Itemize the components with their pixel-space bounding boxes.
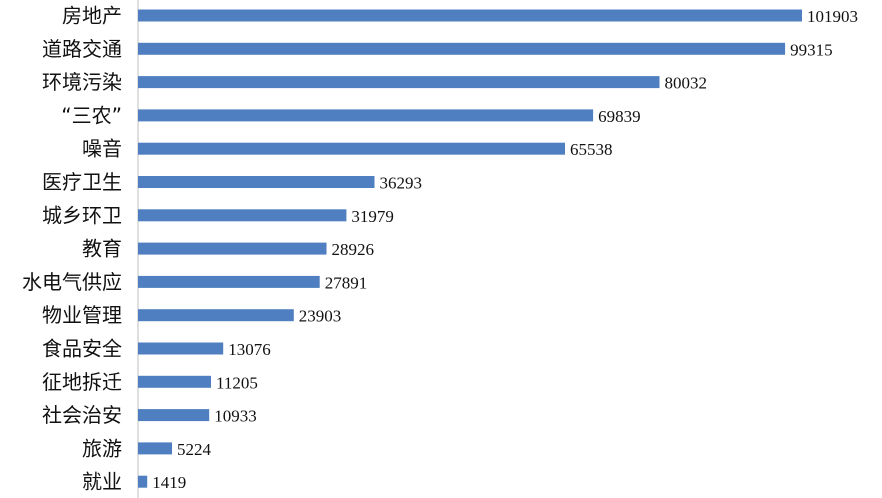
value-labels-group: 101903 99315 80032 69839 65538 36293 31979 2892… [152,7,858,492]
bar-4 [138,142,565,155]
bar-14 [138,475,148,488]
bar-1 [138,42,786,55]
value-label-11: 11205 [216,373,258,392]
category-label-3: “三农” [61,103,122,127]
value-label-12: 10933 [214,407,257,426]
bar-6 [138,209,347,222]
bar-7 [138,242,327,255]
category-label-8: 水电气供应 [22,270,122,294]
value-label-0: 101903 [807,7,858,26]
bar-12 [138,409,210,422]
category-label-13: 旅游 [82,436,122,460]
category-label-2: 环境污染 [42,70,122,94]
category-label-12: 社会治安 [42,403,122,427]
bar-3 [138,109,594,122]
value-label-8: 27891 [325,273,368,292]
value-label-3: 69839 [598,107,641,126]
value-label-2: 80032 [665,74,708,93]
category-label-14: 就业 [82,470,122,494]
bar-5 [138,176,375,188]
category-label-0: 房地产 [62,4,122,28]
bar-11 [138,375,211,388]
category-label-1: 道路交通 [42,37,122,61]
value-label-13: 5224 [177,440,212,459]
value-label-5: 36293 [380,174,423,193]
category-label-10: 食品安全 [42,337,122,361]
bar-2 [138,76,660,89]
category-label-9: 物业管理 [42,303,122,327]
category-label-11: 征地拆迁 [42,370,122,394]
category-label-4: 噪音 [82,137,122,161]
bar-13 [138,442,172,455]
bars-group [138,9,802,488]
category-label-7: 教育 [82,237,122,261]
value-label-1: 99315 [790,40,833,59]
bar-9 [138,309,294,322]
bar-0 [138,9,802,22]
category-label-6: 城乡环卫 [42,203,122,227]
value-label-14: 1419 [152,473,186,492]
value-label-9: 23903 [299,307,342,326]
value-label-10: 13076 [228,340,271,359]
category-label-5: 医疗卫生 [42,170,122,194]
bar-10 [138,342,224,355]
value-label-7: 28926 [332,240,375,259]
value-label-6: 31979 [351,207,394,226]
value-label-4: 65538 [570,140,613,159]
bar-8 [138,275,320,288]
